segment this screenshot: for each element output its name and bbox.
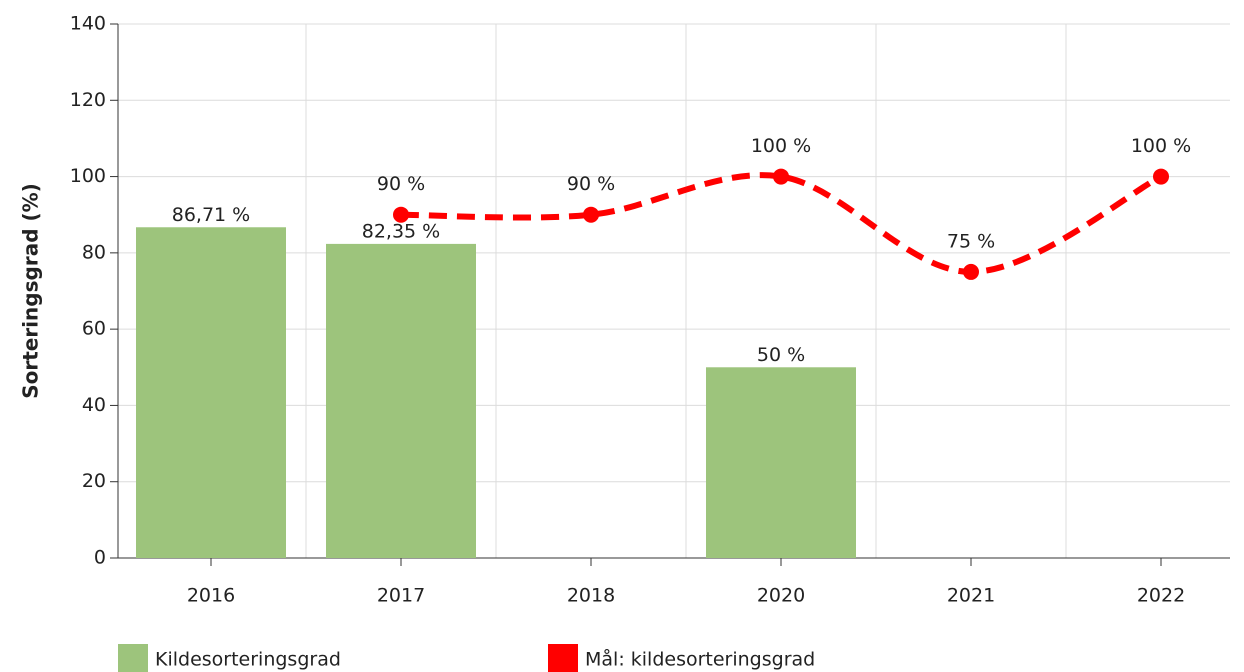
legend-swatch (548, 644, 578, 672)
line-marker (393, 206, 409, 223)
y-tick-label: 20 (82, 470, 106, 492)
legend-label: Mål: kildesorteringsgrad (585, 648, 815, 671)
y-tick-label: 120 (70, 89, 106, 111)
x-tick-label: 2016 (187, 585, 235, 607)
line-value-label: 100 % (1131, 135, 1191, 157)
y-tick-label: 140 (70, 13, 106, 35)
line-value-label: 90 % (567, 173, 615, 195)
line-marker (583, 206, 599, 223)
line-marker (773, 168, 789, 185)
line-value-label: 75 % (947, 230, 995, 252)
line-marker (1153, 168, 1169, 185)
y-tick-label: 0 (94, 547, 106, 569)
line-value-label: 90 % (377, 173, 425, 195)
y-tick-label: 40 (82, 394, 106, 416)
x-tick-label: 2017 (377, 585, 425, 607)
x-tick-label: 2021 (947, 585, 995, 607)
bar-value-label: 86,71 % (172, 204, 251, 226)
line-value-label: 100 % (751, 135, 811, 157)
legend-label: Kildesorteringsgrad (155, 649, 341, 671)
bar (326, 243, 476, 559)
bar (706, 367, 856, 558)
x-tick-label: 2022 (1137, 585, 1185, 607)
y-tick-label: 100 (70, 165, 106, 187)
line-marker (963, 263, 979, 280)
x-tick-label: 2020 (757, 585, 805, 607)
y-tick-label: 80 (82, 241, 106, 263)
x-tick-label: 2018 (567, 585, 615, 607)
target-line (400, 172, 1163, 275)
bar-value-label: 82,35 % (362, 220, 441, 242)
y-tick-label: 60 (82, 318, 106, 340)
bar-value-label: 50 % (757, 344, 805, 366)
legend-swatch (118, 644, 148, 672)
bar (136, 227, 286, 558)
y-axis-title: Sorteringsgrad (%) (19, 183, 43, 399)
